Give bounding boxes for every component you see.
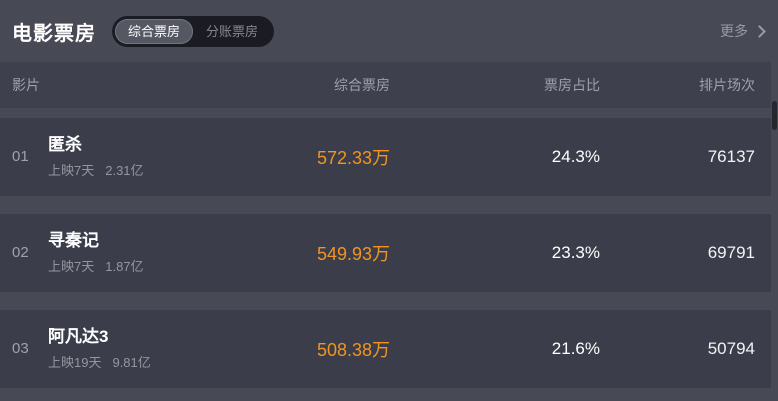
release-days: 上映7天	[48, 259, 95, 275]
film-info: 寻秦记 上映7天 1.87亿	[48, 231, 144, 275]
rank-number: 02	[12, 244, 29, 262]
film-cell: 02 寻秦记 上映7天 1.87亿	[12, 231, 230, 275]
widget-header: 电影票房 综合票房 分账票房 更多	[0, 0, 778, 62]
release-days: 上映19天	[48, 355, 102, 371]
box-office-value: 572.33万	[316, 148, 390, 168]
more-link[interactable]: 更多	[720, 21, 766, 41]
film-meta: 上映7天 1.87亿	[48, 256, 144, 275]
box-office-table: 影片 综合票房 票房占比 排片场次 01 匿杀 上映7天 2.31亿 572.3…	[0, 62, 771, 388]
film-title: 匿杀	[48, 134, 82, 154]
film-meta: 上映19天 9.81亿	[48, 352, 151, 371]
share-value: 21.6%	[551, 339, 600, 358]
film-cell: 01 匿杀 上映7天 2.31亿	[12, 135, 230, 179]
film-info: 匿杀 上映7天 2.31亿	[48, 135, 144, 179]
sessions-value: 76137	[707, 147, 755, 166]
tab-split-box-office[interactable]: 分账票房	[206, 23, 259, 39]
rank-number: 01	[12, 148, 29, 166]
table-row[interactable]: 02 寻秦记 上映7天 1.87亿 549.93万 23.3% 69791	[0, 214, 771, 292]
film-title: 寻秦记	[48, 230, 99, 250]
table-header-row: 影片 综合票房 票房占比 排片场次	[0, 62, 771, 108]
box-office-value: 508.38万	[316, 340, 390, 360]
column-header-share: 票房占比	[544, 77, 600, 93]
release-days: 上映7天	[48, 163, 95, 179]
table-row[interactable]: 03 阿凡达3 上映19天 9.81亿 508.38万 21.6% 50794	[0, 310, 771, 388]
column-header-sessions: 排片场次	[699, 77, 755, 93]
share-value: 24.3%	[551, 147, 600, 166]
scrollbar-thumb[interactable]	[772, 101, 777, 130]
cumulative-total: 1.87亿	[105, 259, 144, 275]
cumulative-total: 9.81亿	[112, 355, 151, 371]
column-header-film: 影片	[12, 77, 40, 93]
box-office-value: 549.93万	[316, 244, 390, 264]
more-label: 更多	[720, 23, 748, 39]
cumulative-total: 2.31亿	[105, 163, 144, 179]
film-title: 阿凡达3	[48, 326, 109, 346]
column-header-box-office: 综合票房	[334, 77, 390, 93]
chevron-right-icon	[753, 25, 766, 38]
table-row[interactable]: 01 匿杀 上映7天 2.31亿 572.33万 24.3% 76137	[0, 118, 771, 196]
film-cell: 03 阿凡达3 上映19天 9.81亿	[12, 327, 230, 371]
sessions-value: 69791	[707, 243, 755, 262]
film-info: 阿凡达3 上映19天 9.81亿	[48, 327, 151, 371]
rank-number: 03	[12, 340, 29, 358]
tab-comprehensive-box-office[interactable]: 综合票房	[115, 18, 194, 44]
share-value: 23.3%	[551, 243, 600, 262]
sessions-value: 50794	[707, 339, 755, 358]
box-office-type-toggle: 综合票房 分账票房	[112, 15, 275, 47]
film-meta: 上映7天 2.31亿	[48, 160, 144, 179]
page-title: 电影票房	[12, 22, 96, 45]
